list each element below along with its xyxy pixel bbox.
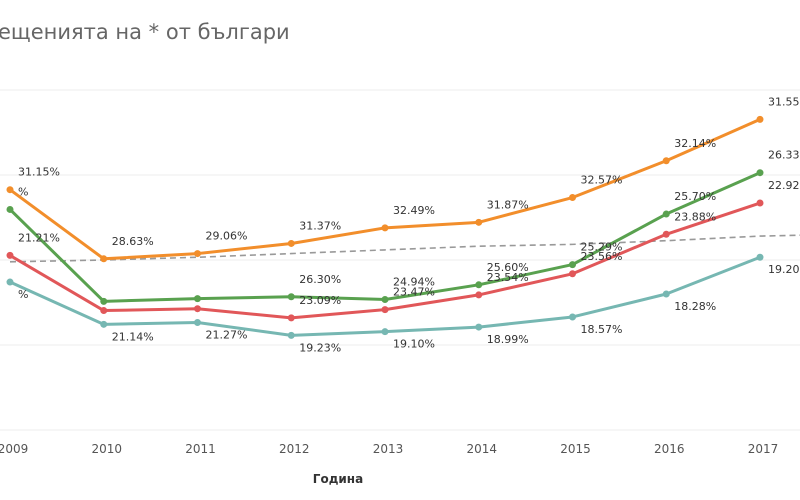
data-label: 21.14% <box>112 330 154 343</box>
data-point <box>662 230 670 238</box>
data-label: 31.55% <box>768 95 800 108</box>
data-point <box>756 115 764 123</box>
chart-title: ещенията на * от българи <box>0 20 290 44</box>
data-label: 26.33% <box>768 149 800 162</box>
data-point <box>756 253 764 261</box>
data-label: 19.20% <box>768 263 800 276</box>
data-label: 23.88% <box>674 210 716 223</box>
data-label: 18.28% <box>674 300 716 313</box>
grid-lines <box>0 89 800 431</box>
x-axis-ticks: 2009 2010 2011 2012 2013 2014 2015 2016 2017 <box>0 442 778 456</box>
data-point <box>569 261 576 269</box>
data-label: 18.57% <box>581 323 623 336</box>
data-point <box>287 239 295 247</box>
data-point <box>475 281 483 289</box>
data-label: 23.56% <box>581 250 623 263</box>
data-point <box>569 313 576 321</box>
data-label: 25.60% <box>487 261 529 274</box>
data-label: 28.63% <box>112 235 154 248</box>
data-label: 29.06% <box>206 230 248 243</box>
data-label: 21.27% <box>206 328 248 341</box>
data-point <box>287 331 295 339</box>
x-tick-label: 2009 <box>0 442 28 456</box>
series-group <box>6 115 764 339</box>
data-label: 21.21% <box>18 231 60 244</box>
data-point <box>756 169 764 177</box>
data-point <box>662 157 670 165</box>
data-point <box>100 297 108 305</box>
data-point <box>475 323 483 331</box>
data-point <box>569 270 576 278</box>
data-label: 31.37% <box>299 219 341 232</box>
data-point <box>662 210 670 218</box>
data-point <box>287 314 295 322</box>
data-point <box>6 205 14 213</box>
data-point <box>194 250 201 258</box>
data-point <box>475 291 483 299</box>
data-point <box>194 305 201 313</box>
data-point <box>100 255 108 263</box>
data-label: 22.92% <box>768 179 800 192</box>
data-point <box>100 307 108 315</box>
data-point <box>662 290 670 298</box>
x-tick-label: 2014 <box>466 442 497 456</box>
data-point <box>381 224 389 232</box>
x-tick-label: 2013 <box>373 442 404 456</box>
x-tick-label: 2012 <box>279 442 310 456</box>
data-label: % <box>18 288 28 301</box>
data-label: 19.10% <box>393 338 435 351</box>
data-point <box>756 199 764 207</box>
data-label: 31.15% <box>18 166 60 179</box>
data-label: 23.09% <box>299 294 341 307</box>
data-label: 25.70% <box>674 190 716 203</box>
data-point <box>287 293 295 301</box>
data-label: 25.29% <box>581 241 623 254</box>
x-tick-label: 2015 <box>560 442 591 456</box>
data-point <box>6 186 14 194</box>
trend-line-path <box>9 234 800 263</box>
data-point <box>569 194 576 202</box>
data-point <box>194 318 201 326</box>
data-point <box>194 295 201 303</box>
data-label: 26.30% <box>299 273 341 286</box>
data-point <box>381 296 389 304</box>
x-tick-label: 2011 <box>185 442 216 456</box>
data-label: 24.94% <box>393 276 435 289</box>
data-label: 32.49% <box>393 204 435 217</box>
data-label: 19.23% <box>299 341 341 354</box>
data-label: 32.14% <box>674 137 716 150</box>
data-label: 23.54% <box>487 271 529 284</box>
data-point <box>381 328 389 336</box>
data-point <box>6 251 14 259</box>
data-label: 31.87% <box>487 198 529 211</box>
data-point <box>381 306 389 314</box>
x-axis-label: Година <box>313 472 363 486</box>
data-label: % <box>18 185 28 198</box>
x-tick-label: 2010 <box>91 442 122 456</box>
data-label: 18.99% <box>487 333 529 346</box>
data-point <box>6 278 14 286</box>
data-labels: 31.15% 28.63% 29.06% 31.37% 32.49% 31.87% 32.5… <box>18 95 800 354</box>
data-point <box>475 218 483 226</box>
data-label: 32.57% <box>581 174 623 187</box>
x-tick-label: 2016 <box>654 442 685 456</box>
trend-line <box>9 234 800 263</box>
x-tick-label: 2017 <box>748 442 779 456</box>
data-label: 23.47% <box>393 286 435 299</box>
data-point <box>100 320 108 328</box>
